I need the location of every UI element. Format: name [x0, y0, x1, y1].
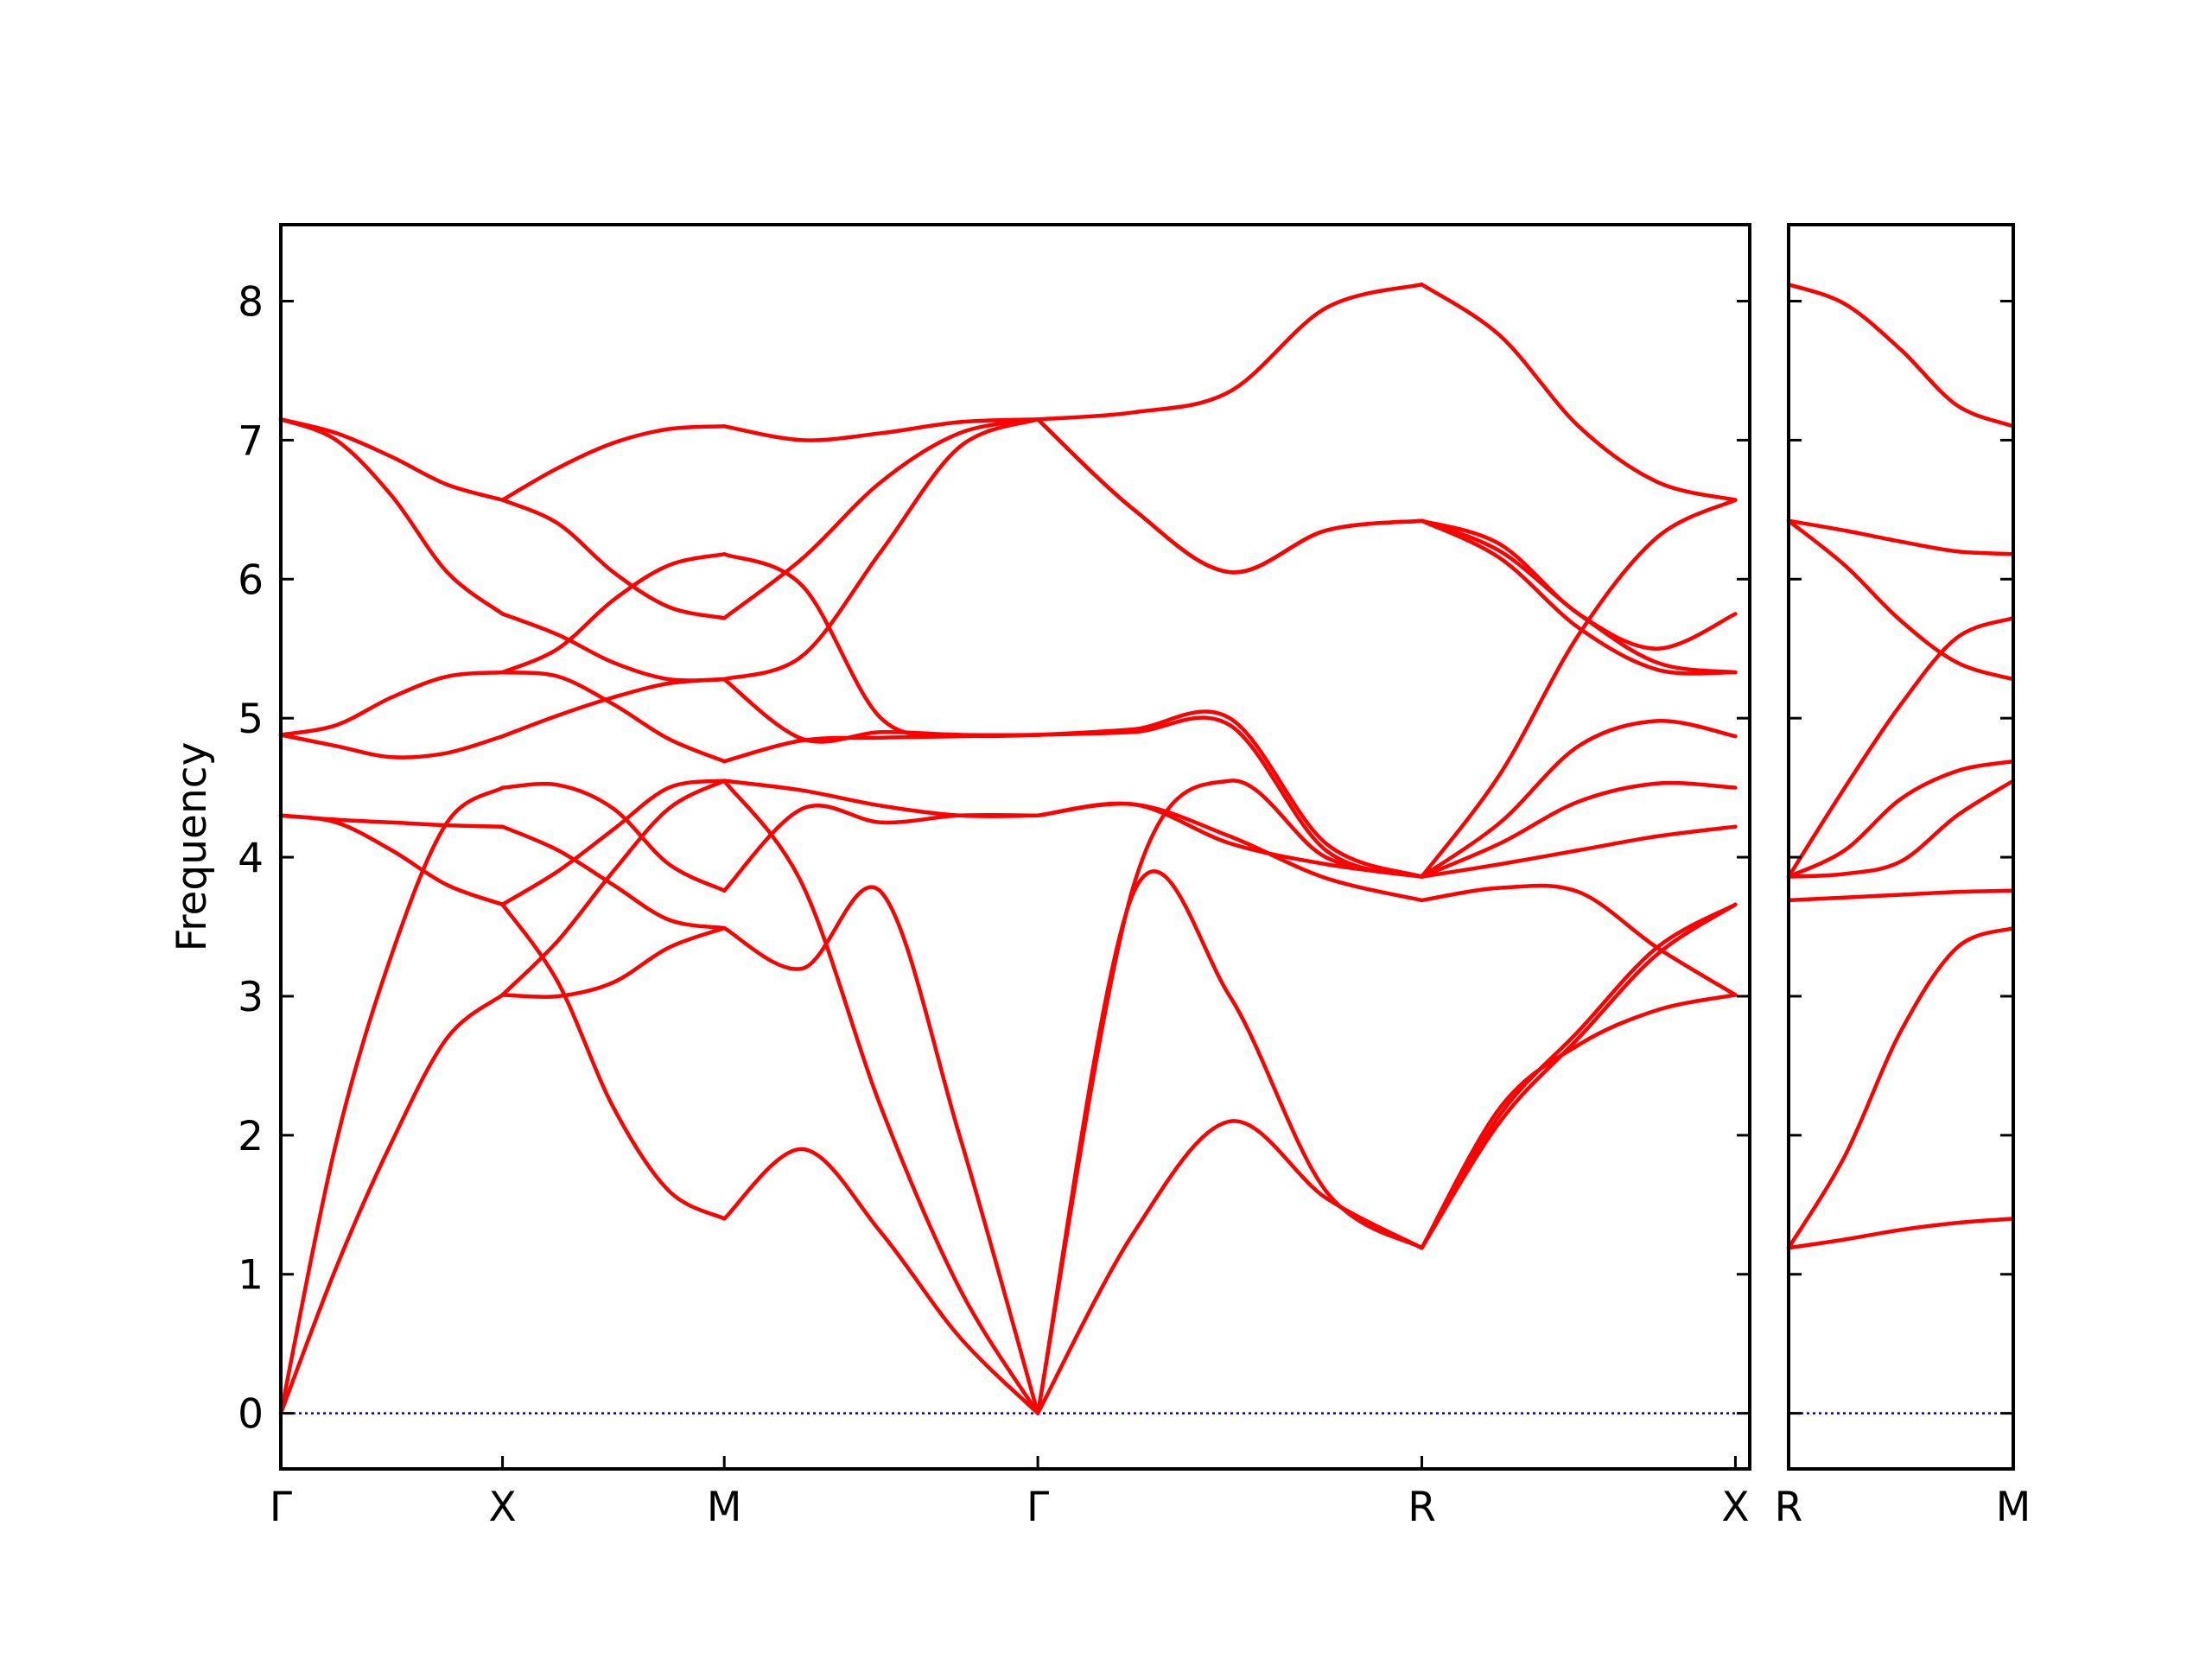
x-tick-label: X	[489, 1484, 517, 1531]
band-line-main-seg3-b5	[1035, 715, 1424, 879]
x-tick-label: M	[1996, 1484, 2031, 1531]
band-line-main-seg1-b5	[500, 781, 727, 893]
y-tick-label: 0	[238, 1391, 264, 1439]
y-tick-label: 3	[238, 974, 264, 1021]
y-tick-label: 1	[238, 1252, 264, 1300]
y-tick-label: 4	[238, 835, 264, 882]
band-line-main-seg4-b1	[1420, 902, 1738, 1250]
x-tick-label: X	[1721, 1484, 1749, 1531]
plot-frame-main	[279, 223, 1751, 1471]
band-line-main-seg3-b7	[1035, 417, 1424, 575]
band-line-side-seg0-b6	[1786, 518, 2016, 682]
band-line-main-seg2-b2	[721, 779, 1040, 1415]
band-line-side-seg0-b3	[1786, 779, 2016, 879]
band-line-main-seg4-b9	[1420, 518, 1738, 675]
band-line-main-seg3-b3	[1035, 802, 1424, 903]
band-line-main-seg1-b2	[500, 779, 727, 997]
band-line-main-seg4-b4	[1420, 824, 1738, 879]
band-line-main-seg1-b3	[500, 779, 727, 907]
y-tick-label: 5	[238, 696, 264, 743]
plot-frame-side	[1787, 223, 2015, 1471]
y-tick-label: 8	[238, 278, 264, 326]
x-tick-label: Γ	[270, 1484, 292, 1531]
y-axis-label: Frequency	[168, 742, 216, 952]
band-line-main-seg1-b11	[500, 424, 727, 502]
band-line-main-seg1-b9	[500, 612, 727, 683]
band-line-main-seg2-b9	[721, 417, 1040, 620]
band-line-main-seg0-b6	[278, 417, 505, 616]
band-line-main-seg3-b1	[1035, 869, 1424, 1415]
band-line-main-seg4-b2	[1420, 902, 1738, 1250]
x-tick-label: Γ	[1027, 1484, 1049, 1531]
band-line-main-seg2-b0	[721, 1147, 1040, 1415]
band-line-side-seg0-b4	[1786, 759, 2016, 879]
band-line-main-seg2-b4	[721, 779, 1040, 818]
x-tick-label: M	[707, 1484, 742, 1531]
y-tick-label: 2	[238, 1113, 264, 1160]
band-line-side-seg0-b2	[1786, 888, 2016, 903]
band-line-main-seg4-b7	[1420, 498, 1738, 879]
band-line-main-seg2-b7	[721, 417, 1040, 682]
band-line-main-seg3-b6	[1035, 709, 1424, 879]
band-line-main-seg2-b8	[721, 552, 1040, 739]
band-line-main-seg3-b0	[1035, 1119, 1424, 1415]
band-line-main-seg4-b5	[1420, 780, 1738, 879]
y-tick-label: 6	[238, 556, 264, 604]
band-line-main-seg1-b0	[500, 902, 727, 1221]
band-line-main-seg1-b1	[500, 925, 727, 1000]
band-line-main-seg4-b3	[1420, 883, 1738, 997]
band-line-main-seg1-b7	[500, 670, 727, 764]
band-line-side-seg0-b5	[1786, 616, 2016, 879]
band-line-main-seg0-b4	[278, 733, 505, 760]
band-line-main-seg3-b9	[1035, 282, 1424, 422]
band-line-main-seg0-b7	[278, 417, 505, 502]
band-line-main-seg0-b1	[278, 785, 505, 1415]
band-line-side-seg0-b1	[1786, 925, 2016, 1250]
band-line-side-seg0-b8	[1786, 282, 2016, 429]
band-line-main-seg0-b2	[278, 813, 505, 907]
x-tick-label: R	[1408, 1484, 1436, 1531]
band-line-main-seg3-b2	[1035, 779, 1424, 1415]
band-line-main-seg2-b6	[721, 677, 1040, 744]
x-tick-label: R	[1775, 1484, 1803, 1531]
band-line-main-seg0-b5	[278, 670, 505, 737]
band-line-side-seg0-b7	[1786, 518, 2016, 556]
band-line-main-seg1-b6	[500, 677, 727, 739]
band-line-main-seg1-b10	[500, 498, 727, 620]
band-line-main-seg2-b10	[721, 417, 1040, 442]
band-line-main-seg0-b0	[278, 993, 505, 1415]
band-line-main-seg0-b3	[278, 813, 505, 829]
band-line-main-seg4-b8	[1420, 518, 1738, 676]
band-line-main-seg1-b8	[500, 552, 727, 675]
band-line-main-seg1-b4	[500, 824, 727, 931]
band-line-main-seg2-b3	[721, 804, 1040, 893]
y-tick-label: 7	[238, 417, 264, 465]
band-line-side-seg0-b0	[1786, 1217, 2016, 1250]
band-line-main-seg4-b10	[1420, 518, 1738, 651]
band-line-main-seg3-b8	[1035, 417, 1424, 575]
band-line-main-seg2-b5	[721, 733, 1040, 764]
band-line-main-seg4-b11	[1420, 282, 1738, 502]
main-panel: 0 1 2 3 4 5 6 7 8 Γ X M Γ R X	[238, 223, 1751, 1531]
band-line-main-seg4-b6	[1420, 719, 1738, 879]
band-line-main-seg3-b4	[1035, 801, 1424, 879]
band-line-main-seg2-b1	[721, 885, 1040, 1415]
